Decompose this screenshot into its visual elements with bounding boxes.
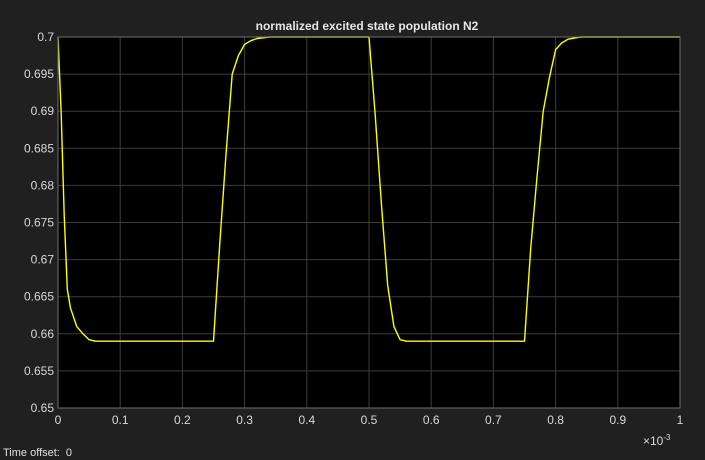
chart-title: normalized excited state population N2	[256, 19, 479, 33]
y-tick-label: 0.7	[37, 30, 54, 44]
y-tick-label: 0.675	[24, 216, 54, 230]
x-tick-label: 0.1	[112, 413, 129, 427]
y-tick-label: 0.695	[24, 67, 54, 81]
x-tick-label: 0.4	[298, 413, 315, 427]
time-offset-value: 0	[66, 447, 72, 459]
x-tick-label: 0	[55, 413, 62, 427]
y-tick-label: 0.655	[24, 364, 54, 378]
x-tick-label: 0.8	[547, 413, 564, 427]
y-tick-label: 0.68	[31, 178, 55, 192]
x-tick-labels: 0 0.1 0.2 0.3 0.4 0.5 0.6 0.7 0.8 0.9 1	[55, 413, 684, 427]
x-tick-label: 0.6	[423, 413, 440, 427]
x-exponent-power: -3	[663, 433, 671, 442]
y-tick-label: 0.665	[24, 290, 54, 304]
time-offset-status: Time offset: 0	[3, 447, 72, 459]
y-tick-label: 0.66	[31, 327, 55, 341]
x-tick-label: 0.9	[609, 413, 626, 427]
y-tick-label: 0.65	[31, 401, 55, 415]
axes-frame	[57, 36, 681, 409]
x-tick-label: 1	[677, 413, 684, 427]
y-tick-label: 0.67	[31, 253, 55, 267]
y-tick-label: 0.69	[31, 104, 55, 118]
x-tick-label: 0.2	[174, 413, 191, 427]
x-tick-label: 0.7	[485, 413, 502, 427]
x-exponent-base: ×10	[643, 434, 664, 448]
x-exponent-label: ×10-3	[643, 433, 671, 448]
y-tick-label: 0.685	[24, 141, 54, 155]
x-tick-label: 0.3	[236, 413, 253, 427]
time-offset-label: Time offset:	[3, 447, 60, 459]
x-tick-label: 0.5	[361, 413, 378, 427]
y-tick-labels: 0.65 0.655 0.66 0.665 0.67 0.675 0.68 0.685 0.69…	[24, 30, 54, 415]
